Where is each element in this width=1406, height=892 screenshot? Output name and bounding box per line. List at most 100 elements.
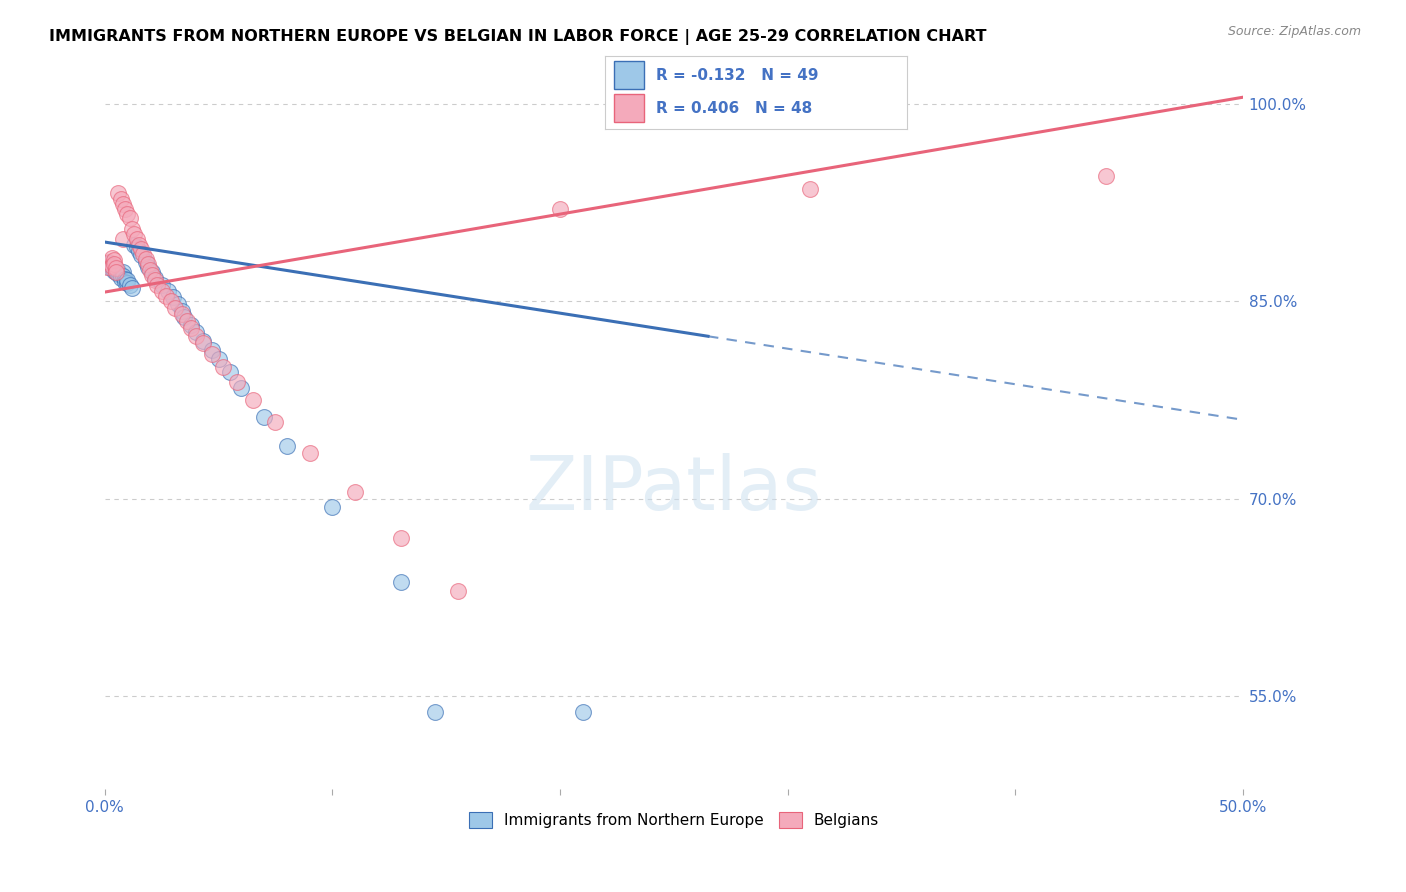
FancyBboxPatch shape [613, 62, 644, 89]
Text: IMMIGRANTS FROM NORTHERN EUROPE VS BELGIAN IN LABOR FORCE | AGE 25-29 CORRELATIO: IMMIGRANTS FROM NORTHERN EUROPE VS BELGI… [49, 29, 987, 45]
Point [103, 260, 125, 274]
Point [157, 284, 180, 298]
Point [201, 343, 224, 357]
Point [548, 202, 571, 216]
Point [124, 227, 146, 241]
Legend: Immigrants from Northern Europe, Belgians: Immigrants from Northern Europe, Belgian… [463, 806, 886, 834]
Point [132, 247, 155, 261]
Point [114, 275, 136, 289]
Point [117, 273, 139, 287]
Point [191, 334, 214, 348]
Point [114, 272, 136, 286]
Point [180, 318, 202, 332]
Point [111, 269, 134, 284]
Point [135, 252, 157, 267]
Point [107, 264, 129, 278]
Point [105, 261, 128, 276]
Point [105, 265, 128, 279]
Point [135, 254, 157, 268]
Point [117, 207, 139, 221]
Point [162, 290, 184, 304]
Point [110, 268, 132, 282]
Point [298, 446, 321, 460]
Point [423, 705, 446, 719]
Point [141, 265, 163, 279]
Point [110, 192, 132, 206]
Point [146, 278, 169, 293]
Point [176, 314, 198, 328]
Point [389, 574, 412, 589]
Point [231, 381, 253, 395]
Point [125, 232, 148, 246]
Point [201, 347, 224, 361]
Point [143, 270, 166, 285]
Point [173, 310, 195, 324]
Point [105, 265, 128, 279]
Point [184, 328, 207, 343]
Point [124, 237, 146, 252]
Point [253, 410, 276, 425]
Point [107, 186, 129, 201]
Point [172, 303, 194, 318]
Point [121, 281, 143, 295]
Point [128, 244, 150, 259]
Point [103, 257, 125, 271]
Point [150, 278, 173, 293]
FancyBboxPatch shape [613, 95, 644, 122]
Point [111, 232, 134, 246]
Point [129, 248, 152, 262]
Point [103, 264, 125, 278]
Point [446, 584, 468, 599]
Point [165, 301, 187, 315]
Point [129, 242, 152, 256]
Point [799, 182, 821, 196]
Point [180, 320, 202, 334]
Point [242, 393, 264, 408]
Text: R = -0.132   N = 49: R = -0.132 N = 49 [657, 68, 818, 83]
Point [111, 265, 134, 279]
Point [96, 260, 118, 274]
Point [970, 795, 993, 809]
Point [141, 268, 163, 282]
Point [107, 267, 129, 281]
Point [139, 262, 162, 277]
Point [117, 276, 139, 290]
Point [1095, 169, 1118, 184]
Point [172, 308, 194, 322]
Point [105, 262, 128, 277]
Point [276, 439, 298, 453]
Point [150, 284, 173, 298]
Point [264, 416, 287, 430]
Point [118, 211, 141, 226]
Text: ZIPatlas: ZIPatlas [526, 453, 823, 526]
Point [389, 532, 412, 546]
Point [143, 273, 166, 287]
Point [103, 253, 125, 268]
Point [125, 240, 148, 254]
Point [96, 257, 118, 271]
Point [225, 375, 247, 389]
Point [128, 237, 150, 252]
Point [155, 289, 177, 303]
Point [98, 254, 121, 268]
Point [212, 360, 235, 375]
Text: R = 0.406   N = 48: R = 0.406 N = 48 [657, 101, 813, 116]
Point [100, 251, 122, 265]
Point [166, 297, 188, 311]
Point [100, 261, 122, 276]
Point [572, 705, 595, 719]
Point [121, 222, 143, 236]
Point [118, 278, 141, 293]
Point [98, 256, 121, 270]
Point [184, 325, 207, 339]
Point [98, 260, 121, 274]
Point [136, 257, 159, 271]
Point [100, 259, 122, 273]
Point [219, 365, 242, 379]
Point [110, 270, 132, 285]
Point [159, 294, 181, 309]
Point [344, 485, 367, 500]
Text: Source: ZipAtlas.com: Source: ZipAtlas.com [1227, 25, 1361, 38]
Point [136, 260, 159, 274]
Point [111, 197, 134, 211]
